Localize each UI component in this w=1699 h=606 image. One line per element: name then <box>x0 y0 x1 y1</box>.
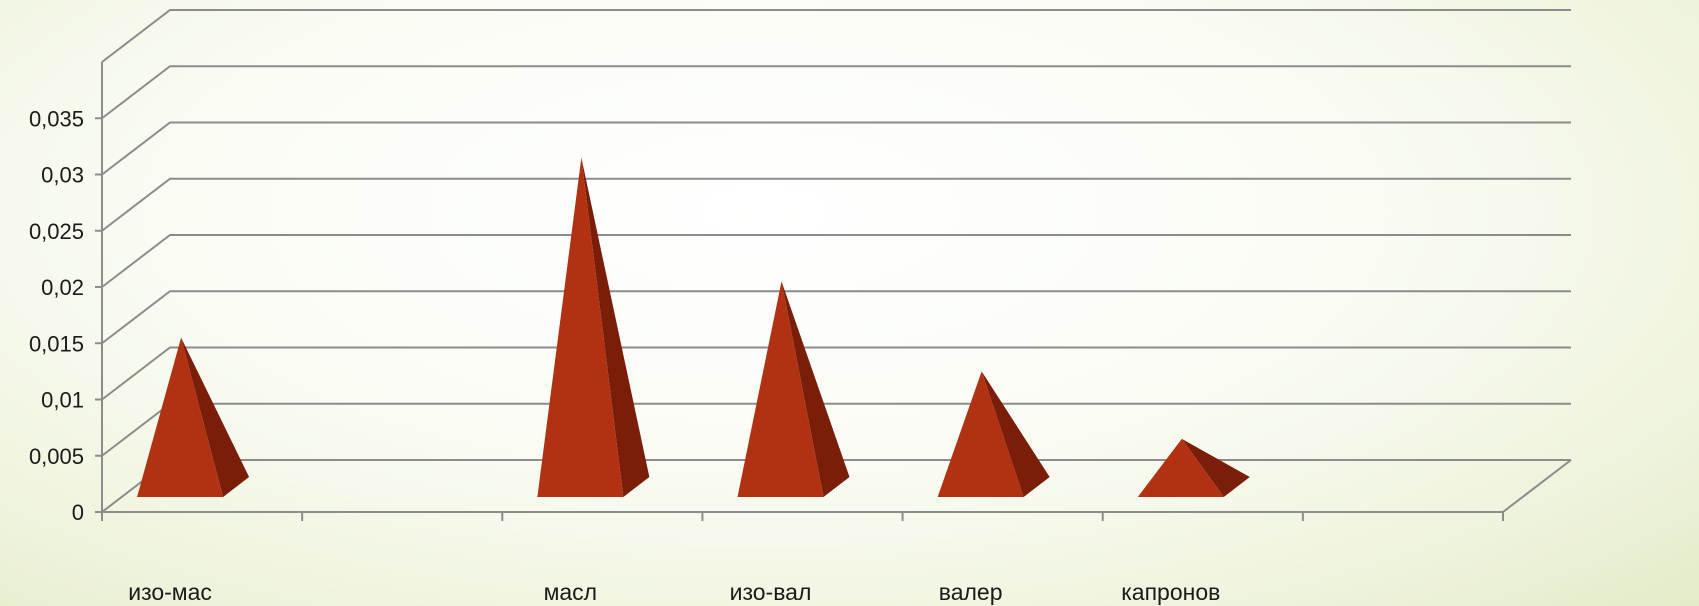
pyramid-side-face <box>981 371 1050 497</box>
pyramid-front-face <box>737 281 824 497</box>
gridline <box>101 65 1571 120</box>
y-tick-label: 0,02 <box>41 275 84 300</box>
chart-axes <box>96 62 1572 521</box>
pyramid-front-face <box>937 371 1024 497</box>
x-axis-category-labels: изо-мас масл изо-вал валер капронов <box>128 579 1220 605</box>
pyramid-side-face <box>1181 438 1250 497</box>
pyramid-side-face <box>781 281 850 497</box>
y-tick-label: 0,03 <box>41 163 84 188</box>
x-category-label: изо-вал <box>730 579 812 605</box>
chart-grid <box>101 9 1571 513</box>
pyramid-bar <box>137 337 250 497</box>
y-tick-label: 0,01 <box>41 388 84 413</box>
pyramid-bar <box>1137 438 1250 497</box>
y-axis-tick-labels: 0 0,005 0,01 0,015 0,02 0,025 0,03 0,035 <box>29 106 102 525</box>
pyramid-front-face <box>537 157 624 497</box>
x-category-label: изо-мас <box>128 579 212 605</box>
gridline <box>101 346 1571 401</box>
y-tick-label: 0,035 <box>29 106 84 131</box>
x-category-label: масл <box>544 579 598 605</box>
gridline <box>101 177 1571 232</box>
pyramid-front-face <box>137 337 224 497</box>
gridline <box>101 121 1571 176</box>
x-category-label: валер <box>939 579 1003 605</box>
gridline <box>101 290 1571 345</box>
y-tick-label: 0,015 <box>29 331 84 356</box>
y-tick-label: 0 <box>72 500 84 525</box>
y-tick-label: 0,025 <box>29 219 84 244</box>
gridline <box>101 234 1571 288</box>
pyramid-front-face <box>1137 438 1224 497</box>
pyramid-bar <box>537 157 650 497</box>
floor-right-edge <box>1502 459 1572 513</box>
x-category-label: капронов <box>1121 579 1220 605</box>
pyramid-side-face <box>181 337 250 497</box>
pyramid-side-face <box>581 157 650 497</box>
y-tick-label: 0,005 <box>29 444 84 469</box>
chart-bars <box>137 157 1250 497</box>
pyramid-bar <box>737 281 850 497</box>
gridline <box>101 9 1571 63</box>
pyramid-bar <box>937 371 1050 497</box>
